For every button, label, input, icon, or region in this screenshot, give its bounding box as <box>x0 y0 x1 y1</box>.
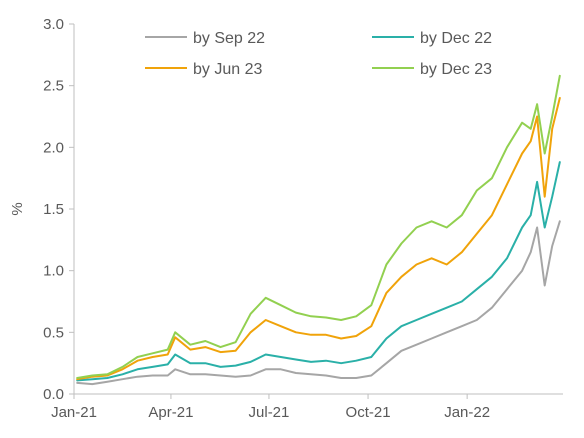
series-line-by-jun-23 <box>76 97 561 381</box>
y-tick-label: 3.0 <box>43 16 64 33</box>
series-line-by-sep-22 <box>76 220 561 386</box>
x-tick-label: Jul-21 <box>249 404 290 421</box>
y-tick-label: 2.5 <box>43 78 64 95</box>
legend-label-by-dec-22: by Dec 22 <box>420 30 492 47</box>
legend: by Sep 22 by Dec 22 by Jun 23 by Dec 23 <box>145 30 492 78</box>
legend-label-by-jun-23: by Jun 23 <box>193 61 262 78</box>
y-tick-label: 1.5 <box>43 201 64 218</box>
legend-label-by-dec-23: by Dec 23 <box>420 61 492 78</box>
y-tick-label: 1.0 <box>43 263 64 280</box>
series-line-by-dec-23 <box>76 74 561 379</box>
y-tick-label: 0.5 <box>43 324 64 341</box>
y-tick-label: 2.0 <box>43 139 64 156</box>
x-tick-label: Apr-21 <box>148 404 193 421</box>
x-tick-label: Jan-22 <box>444 404 490 421</box>
series-lines <box>76 74 561 386</box>
series-line-by-dec-22 <box>76 161 561 382</box>
x-tick-label: Oct-21 <box>346 404 391 421</box>
y-tick-label: 0.0 <box>43 386 64 403</box>
y-axis-title: % <box>9 202 26 215</box>
axes: 0.0 0.5 1.0 1.5 2.0 2.5 3.0 Jan-21 Apr-21 Jul-21 O… <box>9 16 563 421</box>
x-tick-label: Jan-21 <box>51 404 97 421</box>
legend-label-by-sep-22: by Sep 22 <box>193 30 265 47</box>
